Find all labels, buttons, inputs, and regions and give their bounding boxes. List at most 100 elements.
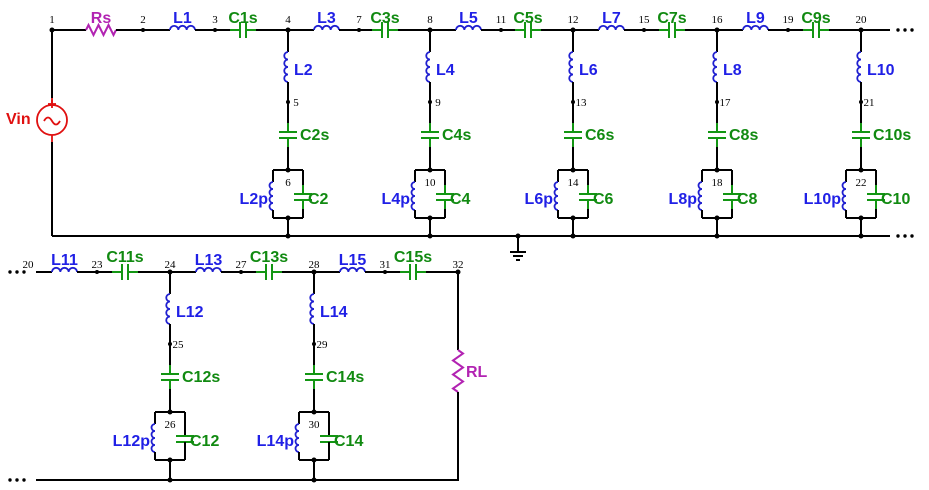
shunt-capacitor-label: C4s xyxy=(442,127,471,144)
continuation-dot xyxy=(15,270,19,274)
node-number: 31 xyxy=(380,259,391,271)
shunt-capacitor-label: C12s xyxy=(182,369,220,386)
parallel-capacitor xyxy=(294,185,312,209)
series-capacitor-label: C11s xyxy=(106,249,143,266)
series-capacitor-label: C5s xyxy=(513,10,542,27)
continuation-dot xyxy=(8,478,12,482)
shunt-capacitor-label: C14s xyxy=(326,369,364,386)
shunt-inductor-label: L10 xyxy=(867,62,895,79)
series-capacitor xyxy=(803,22,829,38)
series-inductor-label: L13 xyxy=(195,252,223,269)
series-capacitor-label: C1s xyxy=(228,10,257,27)
node-number: 17 xyxy=(720,97,732,109)
parallel-inductor-label: L12p xyxy=(113,433,151,450)
series-capacitor xyxy=(112,264,138,280)
parallel-inductor-label: L6p xyxy=(525,191,554,208)
shunt-branch: L12 25 C12s 26 L12p C12 xyxy=(113,272,220,483)
junction-dot xyxy=(858,233,864,239)
series-capacitor-label: C15s xyxy=(394,249,432,266)
series-inductor-label: L9 xyxy=(746,10,765,27)
shunt-capacitor xyxy=(708,123,726,147)
series-capacitor-label: C9s xyxy=(801,10,830,27)
node-number: 23 xyxy=(92,259,104,271)
source-label: Vin xyxy=(6,111,31,128)
node-number: 13 xyxy=(576,97,588,109)
shunt-capacitor xyxy=(852,123,870,147)
junction-dot xyxy=(312,342,316,346)
shunt-branch: L14 29 C14s 30 L14p C14 xyxy=(257,272,364,483)
series-inductor-label: L7 xyxy=(602,10,621,27)
parallel-capacitor-label: C12 xyxy=(190,433,219,450)
junction-dot xyxy=(428,100,432,104)
node-number: 21 xyxy=(864,97,875,109)
shunt-inductor xyxy=(856,51,862,83)
series-inductor-label: L15 xyxy=(339,252,367,269)
parallel-inductor-label: L2p xyxy=(240,191,269,208)
junction-dot xyxy=(499,28,503,32)
node-number: 26 xyxy=(165,419,177,431)
parallel-inductor-label: L14p xyxy=(257,433,295,450)
continuation-dot xyxy=(8,270,12,274)
node-number: 28 xyxy=(309,259,321,271)
series-inductor xyxy=(313,24,340,31)
parallel-inductor xyxy=(553,181,559,211)
node-number: 4 xyxy=(285,14,291,26)
parallel-inductor xyxy=(268,181,274,211)
node-number: 8 xyxy=(427,14,433,26)
junction-dot xyxy=(570,233,576,239)
junction-dot xyxy=(357,28,361,32)
shunt-capacitor xyxy=(421,123,439,147)
wire xyxy=(36,392,459,481)
shunt-inductor xyxy=(283,51,289,83)
series-inductor xyxy=(455,24,482,31)
junction-dot xyxy=(95,270,99,274)
series-capacitor xyxy=(515,22,541,38)
shunt-inductor xyxy=(568,51,574,83)
series-inductor xyxy=(195,266,222,273)
node-number: 11 xyxy=(496,14,507,26)
node-number: 32 xyxy=(453,259,464,271)
shunt-capacitor xyxy=(564,123,582,147)
junction-dot xyxy=(714,233,720,239)
node-number: 22 xyxy=(856,177,867,189)
junction-dot xyxy=(427,233,433,239)
continuation-dot xyxy=(22,478,26,482)
node-number: 5 xyxy=(293,97,299,109)
node-number: 14 xyxy=(568,177,580,189)
junction-dot xyxy=(786,28,790,32)
shunt-inductor-label: L4 xyxy=(436,62,455,79)
series-capacitor xyxy=(372,22,398,38)
series-inductor xyxy=(51,266,78,273)
load-resistor-label: RL xyxy=(466,364,488,381)
node-number: 30 xyxy=(309,419,321,431)
node-number: 27 xyxy=(236,259,248,271)
shunt-capacitor xyxy=(279,123,297,147)
junction-dot xyxy=(383,270,387,274)
series-inductor xyxy=(339,266,366,273)
shunt-inductor-label: L14 xyxy=(320,304,348,321)
shunt-inductor xyxy=(309,293,315,325)
junction-dot xyxy=(213,28,217,32)
parallel-inductor xyxy=(294,423,300,453)
node-number: 16 xyxy=(712,14,724,26)
continuation-dot xyxy=(22,270,26,274)
series-inductor xyxy=(169,24,196,31)
shunt-capacitor-label: C8s xyxy=(729,127,758,144)
series-resistor-label: Rs xyxy=(91,10,112,27)
node-number: 12 xyxy=(568,14,579,26)
junction-dot xyxy=(239,270,243,274)
node-number: 24 xyxy=(165,259,177,271)
shunt-inductor xyxy=(165,293,171,325)
parallel-capacitor-label: C14 xyxy=(334,433,363,450)
node-number: 20 xyxy=(23,259,35,271)
continuation-dot xyxy=(910,234,914,238)
parallel-capacitor xyxy=(436,185,454,209)
junction-dot xyxy=(141,28,145,32)
parallel-capacitor xyxy=(867,185,885,209)
shunt-inductor xyxy=(425,51,431,83)
junction-dot xyxy=(642,28,646,32)
series-inductor xyxy=(742,24,769,31)
series-capacitor xyxy=(400,264,426,280)
node-number: 20 xyxy=(856,14,868,26)
